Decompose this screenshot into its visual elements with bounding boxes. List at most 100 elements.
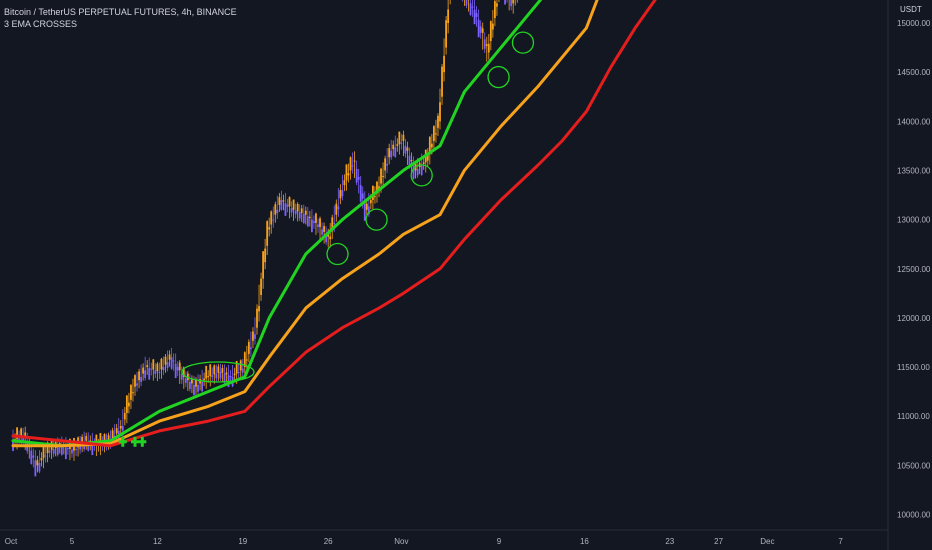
candle-body — [85, 436, 88, 441]
candle-body — [337, 206, 340, 210]
candle-body — [235, 360, 238, 374]
x-tick-label: 12 — [153, 537, 162, 546]
candle-body — [56, 447, 59, 455]
cross-marker — [118, 436, 127, 447]
candle-body — [247, 341, 250, 354]
candle-body — [386, 163, 389, 166]
candle-body — [491, 23, 494, 30]
candle-body — [103, 434, 106, 444]
candle-body — [140, 376, 142, 382]
x-tick-label: Nov — [394, 537, 408, 546]
pullback-circle — [365, 208, 388, 231]
candle-body — [274, 204, 277, 215]
candle-body — [146, 365, 149, 368]
candle-body — [396, 144, 399, 146]
candle-body — [479, 26, 482, 33]
candle-body — [404, 145, 407, 154]
y-tick-label: 11000.00 — [897, 412, 930, 421]
y-tick-label: 10500.00 — [897, 461, 931, 470]
currency-label: USDT — [900, 5, 922, 14]
candle-body — [111, 430, 114, 439]
candle-body — [150, 368, 153, 370]
candle-body — [119, 426, 122, 429]
candle-body — [38, 462, 41, 472]
candle-body — [408, 155, 411, 167]
candle-body — [148, 367, 151, 380]
x-tick-label: 19 — [238, 537, 247, 546]
candle-body — [266, 221, 269, 246]
candle-body — [323, 226, 325, 232]
candle-body — [205, 365, 208, 379]
candle-body — [311, 219, 313, 233]
candle-body — [176, 367, 179, 371]
candle-body — [48, 450, 51, 453]
candle-body — [510, 0, 513, 7]
y-tick-label: 14500.00 — [897, 68, 931, 77]
candle-body — [298, 212, 301, 219]
candle-body — [121, 426, 124, 431]
candle-body — [494, 1, 496, 19]
candle-body — [191, 379, 193, 384]
candle-body — [162, 367, 165, 371]
candle-body — [363, 201, 366, 221]
candle-body — [512, 0, 515, 4]
indicator-name: 3 EMA CROSSES — [4, 19, 78, 29]
candle-body — [380, 168, 382, 184]
candle-body — [152, 359, 155, 370]
candle-body — [237, 371, 240, 374]
candle-body — [22, 436, 25, 442]
candle-body — [394, 147, 397, 157]
candle-body — [288, 197, 291, 207]
candle-body — [290, 208, 293, 213]
candle-body — [166, 362, 169, 368]
candle-body — [321, 229, 323, 235]
x-tick-label: Oct — [5, 537, 18, 546]
candle-body — [44, 455, 47, 457]
candle-body — [180, 373, 183, 380]
candle-body — [268, 227, 271, 230]
candle-body — [40, 457, 43, 461]
candle-body — [164, 356, 167, 365]
candle-body — [71, 449, 73, 454]
candle-body — [203, 378, 206, 381]
candle-body — [36, 460, 39, 466]
candle-body — [264, 248, 267, 263]
candle-body — [345, 164, 348, 181]
candle-body — [420, 165, 423, 175]
x-tick-label: 27 — [714, 537, 723, 546]
candle-body — [75, 448, 77, 451]
candle-body — [390, 150, 393, 158]
candle-body — [130, 385, 132, 400]
candle-body — [437, 115, 439, 128]
candle-body — [219, 371, 222, 379]
consolidation-ellipse — [181, 361, 255, 383]
candle-body — [252, 331, 254, 341]
pullback-circle — [326, 242, 349, 266]
candle-body — [347, 173, 350, 176]
candle-body — [79, 445, 81, 450]
cross-marker — [138, 436, 147, 447]
candle-body — [184, 378, 187, 383]
candle-body — [142, 367, 145, 374]
candle-body — [154, 370, 157, 374]
candle-body — [319, 218, 321, 227]
candle-body — [382, 175, 384, 178]
candle-body — [422, 162, 425, 164]
candle-body — [178, 362, 181, 371]
candle-body — [282, 200, 285, 202]
x-tick-label: 16 — [580, 537, 589, 546]
candle-body — [30, 450, 33, 464]
candle-body — [313, 221, 315, 223]
y-tick-label: 10000.00 — [897, 511, 931, 520]
candle-body — [443, 55, 445, 73]
candle-body — [428, 136, 431, 155]
candle-body — [367, 206, 370, 215]
y-tick-label: 13500.00 — [897, 166, 931, 175]
candle-body — [170, 357, 173, 369]
candle-body — [327, 233, 330, 237]
candle-body — [20, 428, 23, 438]
x-tick-label: 23 — [665, 537, 674, 546]
candle-body — [182, 367, 185, 377]
candle-body — [302, 213, 305, 223]
